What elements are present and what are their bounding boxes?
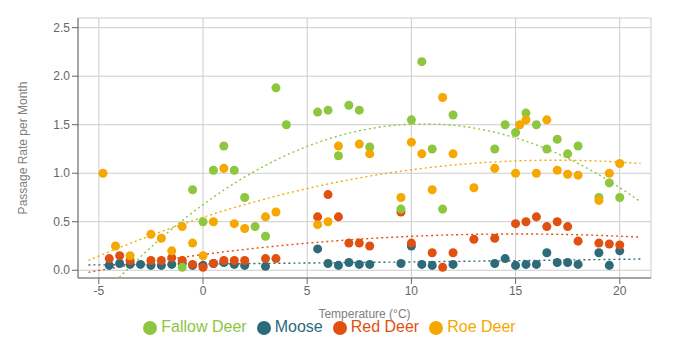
svg-text:1.5: 1.5 bbox=[53, 118, 70, 132]
svg-text:0.0: 0.0 bbox=[53, 263, 70, 277]
svg-text:-5: -5 bbox=[94, 284, 105, 298]
svg-text:0.5: 0.5 bbox=[53, 215, 70, 229]
svg-text:Temperature (°C): Temperature (°C) bbox=[318, 307, 410, 321]
svg-text:2.5: 2.5 bbox=[53, 21, 70, 35]
html-text:Fallow Deer: Fallow Deer bbox=[161, 318, 247, 335]
svg-text:2.0: 2.0 bbox=[53, 69, 70, 83]
html-text:Roe Deer: Roe Deer bbox=[447, 318, 516, 335]
svg-text:10: 10 bbox=[405, 284, 419, 298]
html-text:Red Deer: Red Deer bbox=[350, 318, 420, 335]
svg-text:20: 20 bbox=[613, 284, 627, 298]
svg-text:5: 5 bbox=[304, 284, 311, 298]
svg-text:1.0: 1.0 bbox=[53, 166, 70, 180]
svg-text:15: 15 bbox=[509, 284, 523, 298]
svg-text:0: 0 bbox=[200, 284, 207, 298]
html-text:Moose: Moose bbox=[274, 318, 323, 335]
svg-text:Passage Rate per Month: Passage Rate per Month bbox=[16, 82, 30, 215]
